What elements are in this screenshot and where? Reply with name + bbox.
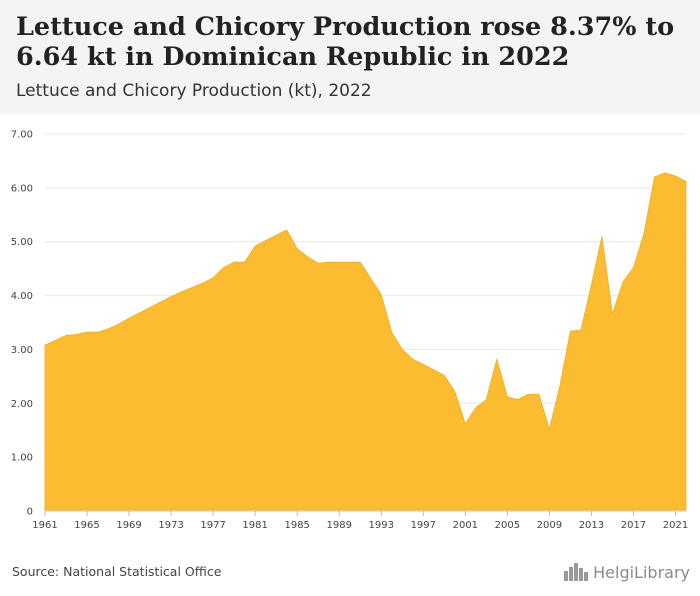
area-chart: 01.002.003.004.005.006.007.00 1961 1965 19… xyxy=(11,130,688,532)
x-tick-label: 2021 xyxy=(663,520,688,531)
series-area-fill xyxy=(44,172,687,512)
x-tick-label: 1985 xyxy=(284,520,309,531)
y-tick-label: 0 xyxy=(27,507,33,518)
x-tick-label: 1969 xyxy=(116,520,141,531)
chart-title: Lettuce and Chicory Production rose 8.37… xyxy=(16,12,675,72)
y-tick-label: 2.00 xyxy=(11,399,33,410)
x-tick-label: 1981 xyxy=(242,520,267,531)
x-tick-label: 1977 xyxy=(200,520,225,531)
chart-subtitle: Lettuce and Chicory Production (kt), 202… xyxy=(16,81,372,101)
x-tick-label: 1993 xyxy=(369,520,394,531)
y-tick-label: 4.00 xyxy=(11,291,33,302)
x-tick-label: 1997 xyxy=(411,520,436,531)
source-note: Source: National Statistical Office xyxy=(12,564,222,579)
y-tick-label: 5.00 xyxy=(11,237,33,248)
x-tick-label: 1989 xyxy=(327,520,352,531)
y-tick-label: 1.00 xyxy=(11,453,33,464)
x-tick-label: 1973 xyxy=(158,520,183,531)
series-area xyxy=(44,172,687,512)
x-tick-label: 2013 xyxy=(579,520,604,531)
city-skyline-icon xyxy=(564,563,589,581)
logo-text: HelgiLibrary xyxy=(593,562,690,582)
x-tick-label: 2009 xyxy=(537,520,562,531)
x-tick-label: 2017 xyxy=(621,520,646,531)
x-tick-label: 1961 xyxy=(32,520,57,531)
y-axis: 0 1.00 2.00 3.00 4.00 5.00 6.00 7.00 xyxy=(11,130,33,518)
helgi-library-logo[interactable]: HelgiLibrary xyxy=(563,560,690,584)
x-tick-label: 2001 xyxy=(453,520,478,531)
y-tick-label: 6.00 xyxy=(11,183,33,194)
y-tick-label: 3.00 xyxy=(11,345,33,356)
header-panel: Lettuce and Chicory Production rose 8.37… xyxy=(0,0,700,114)
y-tick-label: 7.00 xyxy=(11,130,33,141)
x-tick-label: 2005 xyxy=(495,520,520,531)
x-tick-label: 1965 xyxy=(74,520,99,531)
x-axis: 1961 1965 1969 1973 1977 1981 1985 1989 1993 1997… xyxy=(32,510,688,531)
